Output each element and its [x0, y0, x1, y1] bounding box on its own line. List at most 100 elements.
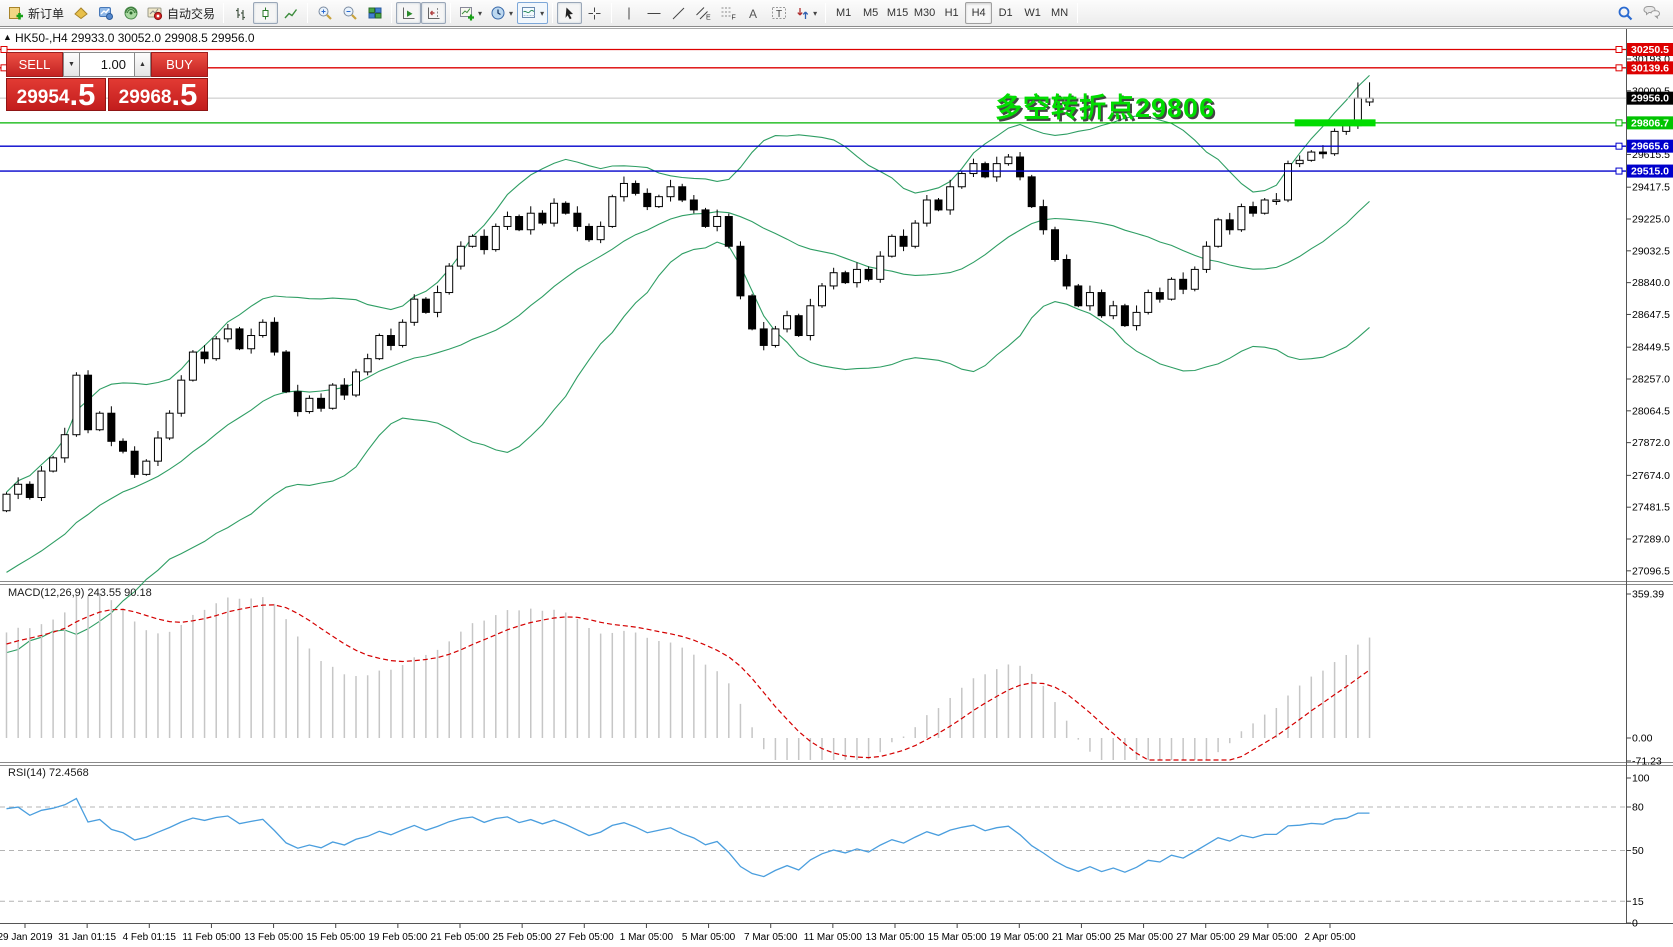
svg-text:5 Mar 05:00: 5 Mar 05:00	[682, 932, 736, 943]
candle	[398, 321, 407, 346]
tab-timeframe-m5[interactable]: M5	[862, 7, 879, 19]
candlestick-chart-button[interactable]	[253, 2, 279, 24]
auto-scroll-button[interactable]	[396, 2, 422, 24]
signals-icon	[124, 6, 138, 20]
svg-text:27674.0: 27674.0	[1632, 470, 1670, 482]
volume-increase-button[interactable]: ▲	[134, 52, 151, 77]
tab-timeframe-m15[interactable]: M15	[886, 7, 909, 19]
line-handle[interactable]	[0, 45, 8, 53]
candle	[585, 225, 593, 241]
volume-decrease-button[interactable]: ▼	[63, 52, 80, 77]
tab-timeframe-d1[interactable]: D1	[998, 7, 1013, 19]
new-order-button[interactable]: 新订单	[4, 2, 68, 24]
tile-windows-button[interactable]	[362, 2, 387, 24]
candle	[818, 285, 826, 307]
buy-price-button[interactable]: 29968 .5	[108, 78, 208, 111]
tab-timeframe-h1[interactable]: H1	[944, 7, 959, 19]
candle	[247, 335, 256, 350]
autotrading-label: 自动交易	[167, 6, 216, 21]
buy-button[interactable]: BUY	[151, 52, 208, 77]
indicators-dropdown[interactable]: ▾	[517, 2, 549, 24]
svg-text:29956.0: 29956.0	[1631, 93, 1669, 105]
objects-button[interactable]	[68, 2, 93, 24]
horizontal-line-button[interactable]	[641, 2, 666, 24]
candle	[1330, 130, 1339, 155]
chat-button[interactable]	[1638, 2, 1665, 24]
svg-text:0.00: 0.00	[1632, 733, 1653, 745]
chart-shift-button[interactable]	[421, 2, 447, 24]
line-handle[interactable]	[1615, 119, 1623, 127]
candle	[293, 391, 302, 413]
candle	[1202, 245, 1211, 270]
vertical-line-button[interactable]	[616, 2, 641, 24]
time-axis[interactable]: 29 Jan 2019 31 Jan 01:15 4 Feb 01:15 11 Feb…	[0, 924, 1356, 943]
svg-text:0: 0	[1632, 918, 1638, 930]
candle	[305, 397, 314, 413]
chart-shift-icon	[427, 7, 440, 19]
line-handle[interactable]	[1615, 142, 1623, 150]
periods-dropdown[interactable]: ▾	[486, 2, 517, 24]
new-chart-dropdown[interactable]: ▾	[455, 2, 486, 24]
cursor-button[interactable]	[557, 2, 583, 24]
candle	[177, 379, 186, 414]
price-axis[interactable]: 30193.030000.529615.529417.529225.029032…	[1626, 42, 1673, 577]
svg-text:21 Feb 05:00: 21 Feb 05:00	[431, 932, 490, 943]
svg-text:29806.7: 29806.7	[1631, 117, 1669, 129]
svg-text:29665.6: 29665.6	[1631, 141, 1669, 153]
text-label-button[interactable]: T	[766, 2, 791, 24]
svg-text:100: 100	[1632, 773, 1650, 785]
autotrading-button[interactable]: 自动交易	[143, 2, 219, 24]
candle	[573, 212, 582, 227]
highlight-green-bar[interactable]	[1294, 119, 1376, 127]
data-window-button[interactable]	[93, 2, 118, 24]
text-button[interactable]: A	[741, 2, 766, 24]
svg-text:15 Mar 05:00: 15 Mar 05:00	[928, 932, 987, 943]
one-click-collapse-arrow[interactable]: ▲	[3, 32, 12, 42]
svg-text:27096.5: 27096.5	[1632, 565, 1670, 577]
candle	[1214, 219, 1223, 247]
line-handle[interactable]	[1615, 167, 1623, 175]
sell-button[interactable]: SELL	[6, 52, 63, 77]
tab-timeframe-mn[interactable]: MN	[1051, 7, 1069, 19]
volume-input[interactable]	[80, 52, 134, 77]
line-handle[interactable]	[1615, 64, 1623, 72]
svg-text:28257.0: 28257.0	[1632, 374, 1670, 386]
crosshair-button[interactable]	[582, 2, 607, 24]
candle	[375, 335, 384, 360]
tab-timeframe-m30[interactable]: M30	[913, 7, 936, 19]
rsi-line	[6, 797, 1370, 878]
line-handle[interactable]	[1615, 45, 1623, 53]
candle	[748, 295, 757, 330]
tab-timeframe-w1[interactable]: W1	[1024, 7, 1041, 19]
fibonacci-button[interactable]: F	[716, 2, 741, 24]
zoom-out-icon	[343, 6, 357, 20]
bollinger-upper	[6, 75, 1370, 493]
svg-text:27289.0: 27289.0	[1632, 534, 1670, 546]
signals-button[interactable]	[118, 2, 143, 24]
candle	[1272, 199, 1281, 202]
sell-price-button[interactable]: 29954 .5	[6, 78, 106, 111]
line-chart-button[interactable]	[278, 2, 303, 24]
zoom-in-button[interactable]	[312, 2, 337, 24]
price-lines-layer[interactable]	[0, 45, 1626, 175]
trendline-icon	[672, 7, 685, 19]
macd-indicator-label: MACD(12,26,9) 243.55 90.18	[8, 587, 152, 599]
bar-chart-button[interactable]	[228, 2, 253, 24]
chart-annotation-text: 多空转折点29806	[995, 93, 1216, 123]
candle	[386, 335, 395, 346]
candle	[1295, 159, 1304, 165]
fibonacci-icon: F	[721, 7, 736, 21]
chevron-down-icon: ▾	[540, 8, 545, 18]
tab-timeframe-h4[interactable]: H4	[965, 2, 993, 24]
arrows-dropdown[interactable]: ▾	[791, 2, 821, 24]
candle	[981, 163, 990, 178]
bar-chart-icon	[236, 7, 246, 20]
toolbar-separator	[223, 3, 225, 23]
candle	[235, 328, 244, 350]
zoom-out-button[interactable]	[337, 2, 362, 24]
search-button[interactable]	[1613, 2, 1638, 24]
equidistant-channel-button[interactable]: E	[691, 2, 716, 24]
tab-timeframe-m1[interactable]: M1	[835, 7, 852, 19]
trendline-button[interactable]	[666, 2, 691, 24]
